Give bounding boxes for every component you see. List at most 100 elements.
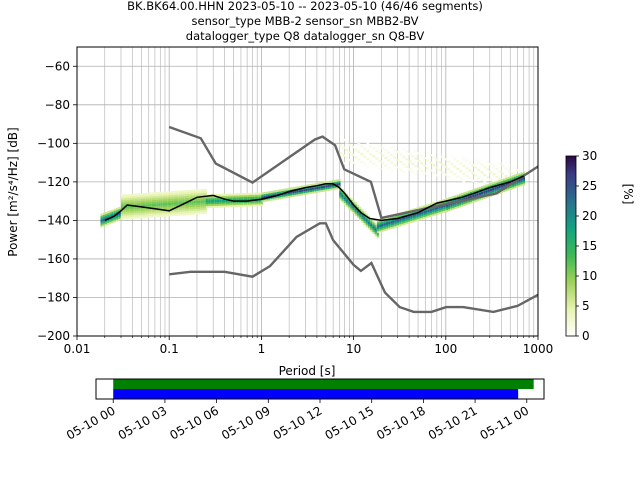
pdf-cell (173, 194, 176, 197)
pdf-cell (247, 200, 250, 203)
pdf-cell (104, 215, 108, 218)
pdf-cell (204, 198, 207, 201)
pdf-cell (423, 205, 426, 208)
pdf-cell (314, 183, 317, 186)
pdf-cell (418, 218, 422, 221)
pdf-cell (323, 189, 326, 192)
pdf-cell (496, 186, 499, 189)
pdf-cell (303, 192, 306, 196)
pdf-cell (331, 184, 334, 187)
pdf-cell (485, 186, 488, 189)
pdf-cell (461, 194, 464, 197)
pdf-cell (374, 224, 377, 227)
pdf-cell (236, 204, 239, 207)
pdf-cell (200, 202, 203, 205)
pdf-cell (230, 193, 233, 196)
pdf-cell (454, 199, 457, 202)
pdf-cell (388, 225, 391, 228)
pdf-cell (169, 202, 172, 205)
pdf-cell (180, 192, 183, 195)
pdf-cell (494, 183, 497, 186)
pdf-cell (258, 200, 261, 203)
pdf-cell (387, 151, 391, 154)
pdf-cell (212, 203, 215, 206)
pdf-cell (467, 190, 470, 193)
pdf-cell (485, 196, 488, 199)
pdf-cell (121, 209, 124, 212)
pdf-cell (136, 214, 139, 217)
pdf-cell (176, 196, 179, 199)
pdf-cell (454, 204, 457, 207)
pdf-cell (405, 216, 408, 219)
pdf-cell (180, 198, 183, 201)
pdf-cell (372, 231, 375, 234)
pdf-cell (200, 206, 203, 209)
pdf-cell (390, 223, 393, 226)
pdf-cell (481, 191, 484, 194)
pdf-cell (154, 205, 157, 208)
pdf-cell (187, 205, 190, 208)
pdf-cell (385, 222, 389, 225)
pdf-cell (465, 193, 468, 196)
pdf-cell (134, 206, 137, 210)
pdf-cell (216, 205, 220, 208)
pdf-cell (204, 192, 207, 195)
pdf-cell (212, 201, 215, 204)
pdf-cell (160, 201, 163, 204)
pdf-cell (171, 194, 174, 197)
pdf-cell (467, 192, 470, 195)
pdf-cell (180, 199, 183, 203)
pdf-cell (195, 193, 198, 196)
timeline-tick-label: 05-11 00 (478, 403, 532, 442)
pdf-cell (438, 211, 441, 215)
pdf-cell (236, 193, 239, 196)
pdf-cell (522, 183, 525, 186)
pdf-cell (121, 213, 124, 216)
pdf-cell (111, 221, 114, 224)
pdf-cell (354, 163, 358, 167)
pdf-cell (331, 180, 334, 183)
pdf-cell (156, 197, 159, 200)
pdf-cell (123, 203, 126, 206)
pdf-cell (187, 191, 190, 194)
pdf-cell (261, 192, 264, 195)
pdf-cell (372, 147, 376, 150)
pdf-cell (121, 204, 124, 207)
pdf-cell (339, 192, 342, 195)
pdf-cell (345, 156, 349, 159)
pdf-cell (435, 174, 439, 177)
pdf-cell (309, 189, 312, 192)
pdf-cell (252, 202, 255, 205)
pdf-cell (180, 211, 183, 214)
pdf-cell (187, 213, 190, 216)
pdf-cell (416, 214, 419, 218)
pdf-cell (243, 204, 246, 207)
pdf-cell (474, 182, 478, 185)
pdf-cell (292, 190, 295, 194)
pdf-cell (338, 179, 341, 182)
plot-frame (76, 46, 539, 337)
pdf-cell (270, 190, 273, 194)
pdf-cell (503, 184, 506, 187)
pdf-cell (272, 196, 275, 199)
pdf-cell (296, 186, 299, 189)
pdf-cell (503, 178, 506, 181)
pdf-cell (176, 213, 179, 216)
pdf-cell (236, 195, 239, 198)
pdf-cell (503, 190, 506, 193)
pdf-cell (387, 159, 391, 162)
pdf-cell (171, 196, 174, 199)
pdf-cell (107, 215, 110, 218)
pdf-cell (461, 202, 464, 205)
pdf-cell (372, 228, 375, 231)
pdf-cell (352, 205, 355, 209)
pdf-cell (261, 196, 264, 199)
pdf-cell (243, 196, 246, 200)
pdf-cell (162, 193, 165, 196)
pdf-cell (429, 169, 433, 172)
pdf-cell (195, 191, 198, 194)
pdf-cell (182, 211, 185, 214)
pdf-cell (260, 202, 264, 205)
pdf-cell (187, 189, 190, 193)
